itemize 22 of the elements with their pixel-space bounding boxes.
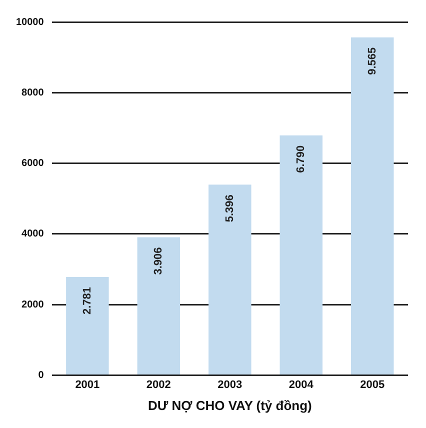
- x-tick-label: 2002: [146, 378, 171, 391]
- x-tick-label: 2004: [288, 378, 314, 391]
- bar: [208, 184, 252, 374]
- x-tick-label: 2003: [218, 378, 242, 391]
- data-label: 2.781: [81, 286, 94, 315]
- y-tick-label: 2000: [22, 299, 44, 310]
- x-axis-title: DƯ NỢ CHO VAY (tỷ đồng): [148, 398, 312, 413]
- y-tick-label: 4000: [22, 228, 44, 240]
- y-tick-label: 8000: [22, 87, 44, 98]
- data-label: 9.565: [366, 47, 378, 75]
- data-label: 6.790: [295, 145, 308, 173]
- bar: [66, 276, 109, 374]
- y-tick-label: 10000: [16, 16, 44, 28]
- x-tick-label: 2005: [360, 378, 385, 391]
- bar: [280, 135, 323, 374]
- data-label: 3.906: [152, 247, 165, 275]
- bar: [351, 37, 394, 374]
- x-tick-label: 2001: [75, 378, 100, 391]
- data-label: 5.396: [224, 194, 236, 222]
- y-tick-label: 6000: [22, 158, 44, 170]
- y-tick-label: 0: [38, 370, 44, 381]
- bar: [137, 237, 180, 374]
